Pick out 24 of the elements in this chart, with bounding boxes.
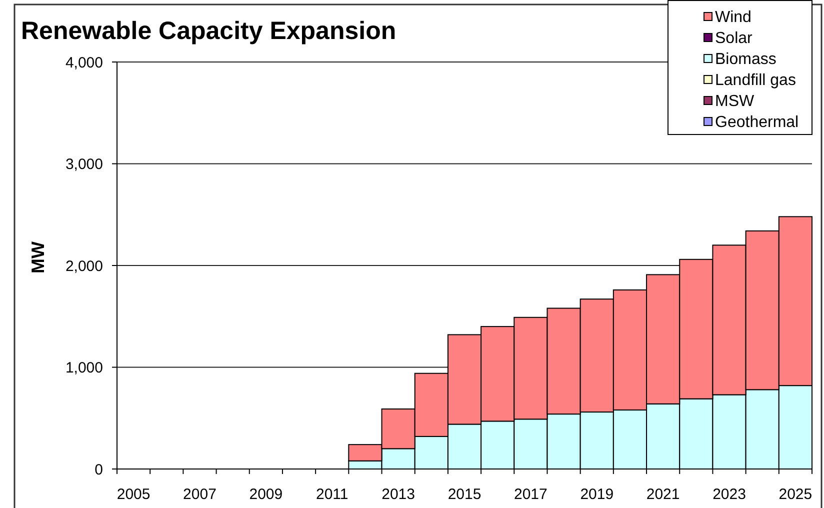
x-tick-label: 2021: [646, 486, 680, 503]
legend-label: Landfill gas: [715, 72, 796, 90]
y-tick-label: 4,000: [65, 54, 103, 72]
x-tick-label: 2009: [249, 486, 283, 503]
y-tick-label: 1,000: [65, 360, 103, 376]
x-tick-label: 2025: [778, 486, 812, 503]
legend-label: Solar: [715, 30, 754, 48]
x-tick-label: 2023: [712, 486, 746, 503]
x-tick-label: 2019: [580, 486, 614, 503]
x-tick-label: 2011: [316, 486, 348, 503]
legend-label: Wind: [715, 9, 752, 26]
legend-label: Geothermal: [715, 114, 799, 132]
legend-label: MSW: [715, 93, 755, 110]
x-tick-label: 2007: [183, 486, 216, 503]
y-axis-title: MW: [28, 242, 48, 274]
y-tick-label: 3,000: [65, 156, 103, 173]
chart-title: Renewable Capacity Expansion: [21, 17, 396, 45]
x-tick-label: 2005: [116, 486, 150, 503]
y-tick-label: 2,000: [65, 258, 103, 275]
legend-label: Biomass: [715, 51, 776, 68]
y-tick-label: 0: [94, 461, 103, 478]
x-tick-label: 2013: [382, 486, 415, 503]
x-tick-label: 2015: [448, 486, 482, 503]
x-tick-label: 2017: [514, 486, 548, 503]
